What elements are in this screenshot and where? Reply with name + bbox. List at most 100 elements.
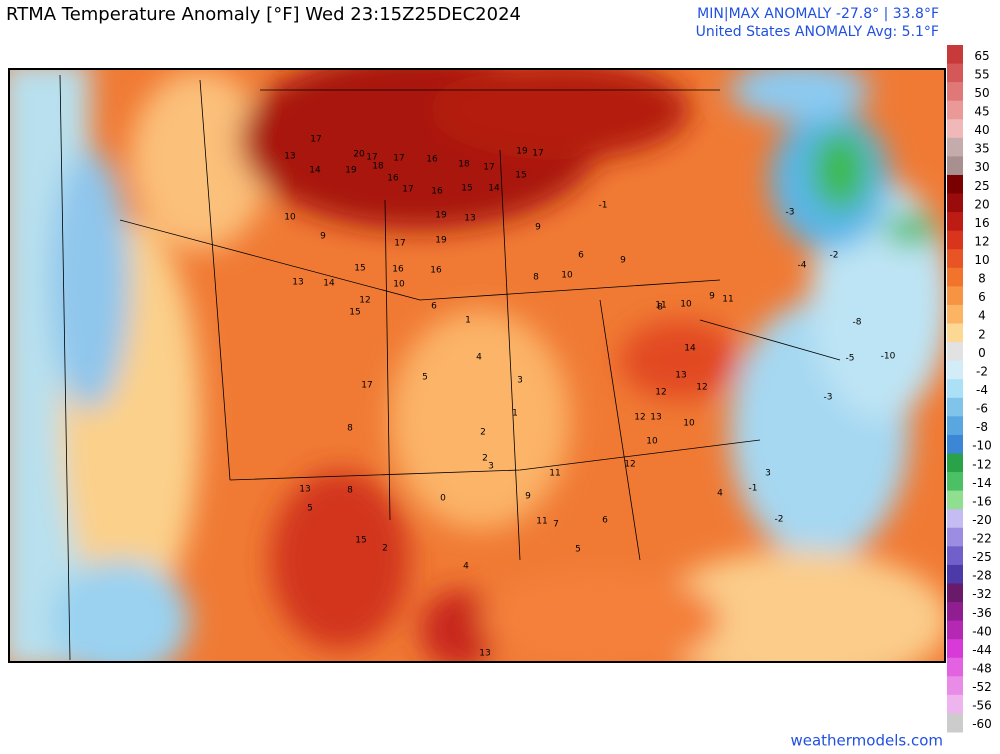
colorbar-swatch bbox=[947, 546, 963, 566]
anomaly-label: 17 bbox=[310, 135, 321, 145]
colorbar-swatch bbox=[947, 639, 963, 659]
colorbar-swatch bbox=[947, 676, 963, 696]
colorbar-label: -6 bbox=[976, 402, 988, 416]
anomaly-label: 17 bbox=[532, 149, 543, 159]
colorbar-label: -56 bbox=[972, 699, 992, 713]
anomaly-label: 6 bbox=[602, 516, 608, 526]
average: United States ANOMALY Avg: 5.1°F bbox=[696, 24, 939, 40]
colorbar-swatch bbox=[947, 602, 963, 622]
anomaly-label: 13 bbox=[299, 485, 310, 495]
colorbar-label: -16 bbox=[972, 494, 992, 508]
anomaly-label: 3 bbox=[765, 469, 771, 479]
anomaly-label: 13 bbox=[284, 152, 295, 162]
anomaly-label: -8 bbox=[853, 318, 862, 328]
anomaly-label: 16 bbox=[392, 265, 404, 275]
colorbar-swatch bbox=[947, 620, 963, 640]
anomaly-label: 12 bbox=[359, 296, 370, 306]
colorbar-swatch bbox=[947, 137, 963, 157]
colorbar-label: -48 bbox=[972, 662, 992, 676]
anomaly-label: 4 bbox=[463, 562, 469, 572]
anomaly-label: -2 bbox=[775, 515, 784, 525]
anomaly-label: 13 bbox=[675, 371, 686, 381]
colorbar-swatch bbox=[947, 286, 963, 306]
anomaly-label: 13 bbox=[479, 649, 490, 659]
anomaly-label: 15 bbox=[461, 184, 472, 194]
colorbar-label: 65 bbox=[974, 49, 989, 63]
anomaly-label: 11 bbox=[536, 517, 547, 527]
anomaly-label: 12 bbox=[655, 388, 666, 398]
anomaly-label: 17 bbox=[394, 239, 405, 249]
colorbar-label: -14 bbox=[972, 476, 992, 490]
colorbar-swatch bbox=[947, 564, 963, 584]
anomaly-label: 1 bbox=[465, 316, 471, 326]
colorbar-swatch bbox=[947, 713, 963, 733]
anomaly-label: -4 bbox=[798, 261, 807, 271]
anomaly-label: 13 bbox=[464, 214, 475, 224]
anomaly-label: 10 bbox=[683, 419, 695, 429]
colorbar-label: -60 bbox=[972, 717, 992, 731]
anomaly-label: 2 bbox=[382, 544, 388, 554]
colorbar-swatch bbox=[947, 174, 963, 195]
colorbar-label: 6 bbox=[978, 290, 986, 304]
colorbar-label: 8 bbox=[978, 272, 986, 286]
anomaly-label: -3 bbox=[786, 208, 795, 218]
colorbar-swatch bbox=[947, 304, 963, 325]
colorbar-swatch bbox=[947, 249, 963, 269]
colorbar-label: -4 bbox=[976, 383, 988, 397]
anomaly-label: 9 bbox=[620, 256, 626, 266]
colorbar-label: 0 bbox=[978, 346, 986, 360]
anomaly-label: 11 bbox=[722, 295, 733, 305]
anomaly-label: 13 bbox=[650, 413, 661, 423]
anomaly-label: 17 bbox=[483, 163, 494, 173]
map-frame bbox=[8, 68, 946, 663]
colorbar-swatch bbox=[947, 323, 963, 343]
anomaly-label: 6 bbox=[431, 302, 437, 312]
anomaly-label: 17 bbox=[393, 154, 404, 164]
anomaly-label: 10 bbox=[561, 271, 573, 281]
colorbar-label: 12 bbox=[974, 234, 989, 248]
colorbar-label: 20 bbox=[974, 197, 989, 211]
anomaly-label: 8 bbox=[347, 486, 353, 496]
anomaly-label: 16 bbox=[387, 174, 399, 184]
colorbar-label: 45 bbox=[974, 104, 989, 118]
colorbar-swatch bbox=[947, 583, 963, 603]
colorbar-label: 50 bbox=[974, 86, 989, 100]
colorbar-swatch bbox=[947, 379, 963, 399]
colorbar-swatch bbox=[947, 212, 963, 232]
anomaly-label: 5 bbox=[575, 545, 581, 555]
anomaly-label: -2 bbox=[830, 251, 839, 261]
anomaly-label: 3 bbox=[488, 462, 494, 472]
anomaly-label: 17 bbox=[366, 153, 377, 163]
colorbar-label: 40 bbox=[974, 123, 989, 137]
colorbar-swatch bbox=[947, 453, 963, 473]
colorbar-label: -20 bbox=[972, 513, 992, 527]
anomaly-label: 13 bbox=[292, 278, 303, 288]
anomaly-label: 18 bbox=[458, 160, 470, 170]
anomaly-label: 14 bbox=[684, 344, 696, 354]
anomaly-label: 16 bbox=[426, 155, 438, 165]
colorbar-swatch bbox=[947, 230, 963, 250]
anomaly-label: 5 bbox=[422, 373, 428, 383]
anomaly-label: 2 bbox=[482, 454, 488, 464]
anomaly-label: 8 bbox=[657, 303, 663, 313]
anomaly-label: 9 bbox=[320, 232, 326, 242]
anomaly-label: 10 bbox=[393, 280, 405, 290]
colorbar-label: -22 bbox=[972, 532, 992, 546]
anomaly-label: 8 bbox=[347, 424, 353, 434]
anomaly-label: 9 bbox=[525, 492, 531, 502]
colorbar-swatch bbox=[947, 657, 963, 677]
anomaly-label: 18 bbox=[372, 162, 384, 172]
anomaly-label: 8 bbox=[533, 273, 539, 283]
anomaly-label: 15 bbox=[354, 264, 365, 274]
anomaly-label: 15 bbox=[355, 536, 366, 546]
colorbar-label: -44 bbox=[972, 643, 992, 657]
colorbar-swatch bbox=[947, 527, 963, 547]
colorbar-swatch bbox=[947, 193, 963, 213]
anomaly-label: 15 bbox=[349, 308, 360, 318]
anomaly-label: 14 bbox=[323, 279, 335, 289]
title: RTMA Temperature Anomaly [°F] Wed 23:15Z… bbox=[6, 4, 521, 25]
anomaly-label: 12 bbox=[696, 383, 707, 393]
anomaly-label: 1 bbox=[512, 409, 518, 419]
anomaly-label: 4 bbox=[717, 489, 723, 499]
